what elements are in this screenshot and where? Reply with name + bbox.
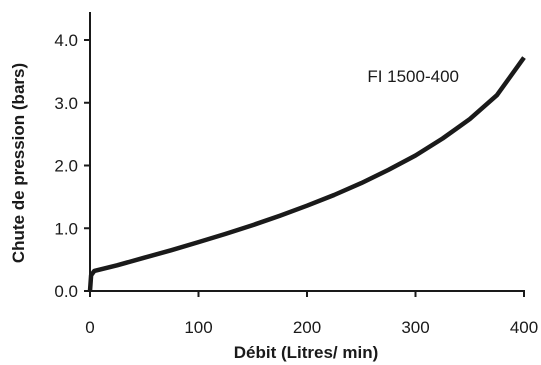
chart-axes (87, 12, 525, 292)
y-tick-label: 4.0 (54, 31, 78, 50)
y-tick-label: 0.0 (54, 282, 78, 301)
series-group (87, 56, 526, 292)
y-tick-label: 1.0 (54, 219, 78, 238)
x-tick-label: 0 (85, 318, 94, 337)
x-tick-label: 100 (184, 318, 212, 337)
x-tick-label: 200 (293, 318, 321, 337)
y-tick-label: 2.0 (54, 157, 78, 176)
y-axis-ticks: 0.0 1.0 2.0 3.0 4.0 (54, 31, 90, 301)
y-tick-label: 3.0 (54, 94, 78, 113)
y-axis-label: Chute de pression (bars) (9, 63, 28, 263)
series-label: FI 1500-400 (367, 67, 459, 86)
x-axis-ticks: 0 100 200 300 400 (85, 291, 538, 337)
x-tick-label: 400 (510, 318, 538, 337)
x-tick-label: 300 (401, 318, 429, 337)
series-line (87, 56, 526, 292)
x-axis-label: Débit (Litres/ min) (234, 343, 379, 362)
